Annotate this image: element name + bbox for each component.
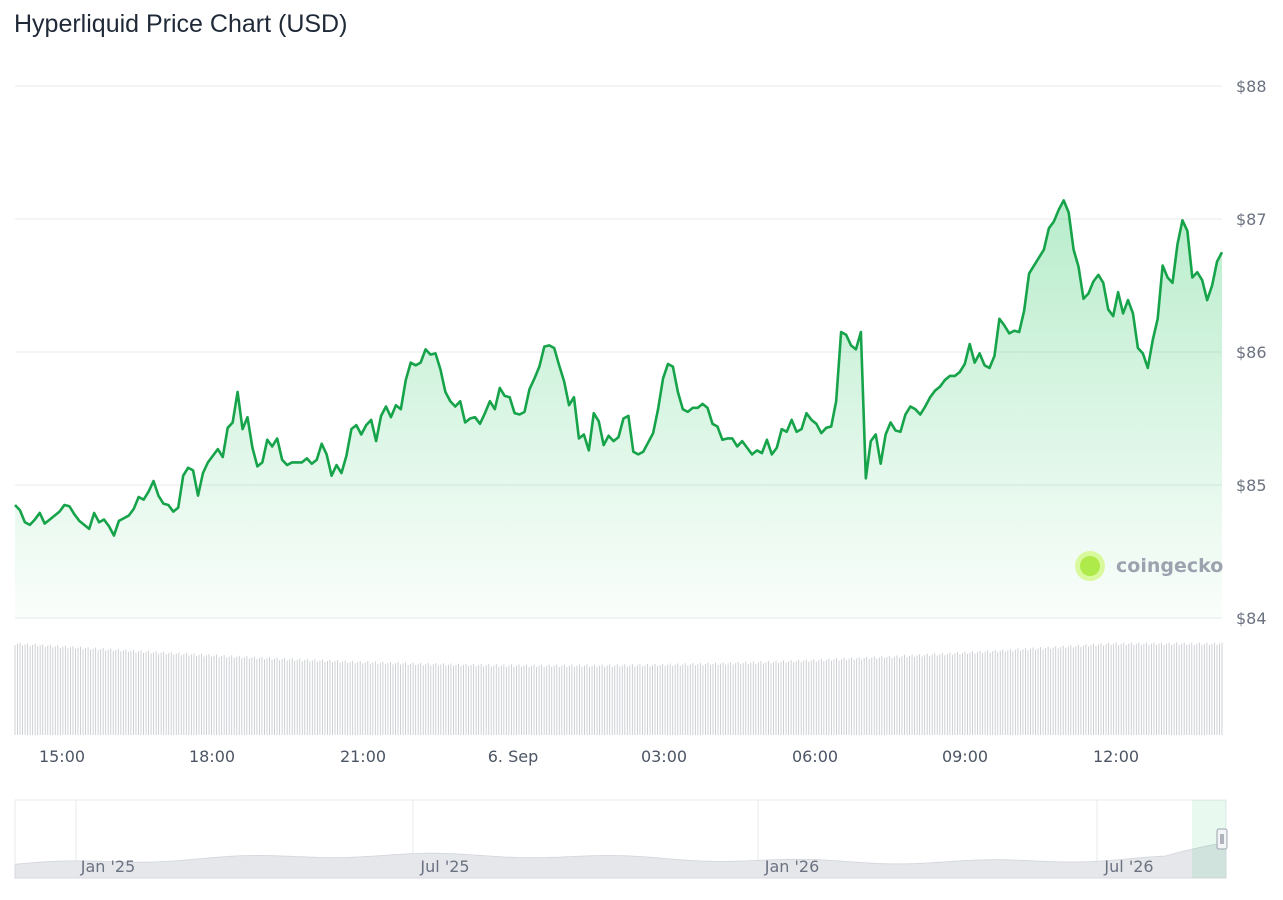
navigator-label: Jan '26 [764,857,820,876]
navigator-label: Jan '25 [80,857,136,876]
price-line[interactable] [14,199,1224,537]
y-tick-label: $88 [1236,77,1267,96]
y-tick-label: $86 [1236,343,1267,362]
x-tick-label: 12:00 [1093,747,1139,766]
price-area [14,199,1224,618]
y-tick-label: $84 [1236,609,1267,628]
x-tick-label: 6. Sep [488,747,539,766]
price-area-fill [15,200,1222,618]
x-axis: 15:00 18:00 21:00 6. Sep 03:00 06:00 09:00 12:0… [39,747,1139,766]
navigator-label: Jul '25 [419,857,469,876]
range-navigator[interactable]: Jan '25 Jul '25 Jan '26 Jul '26 [14,799,1228,879]
x-tick-label: 03:00 [641,747,687,766]
watermark-text: coingecko [1116,555,1223,577]
x-tick-label: 06:00 [792,747,838,766]
x-tick-label: 18:00 [189,747,235,766]
x-tick-label: 15:00 [39,747,85,766]
x-tick-label: 09:00 [942,747,988,766]
coingecko-watermark: coingecko [1075,551,1223,581]
y-axis: $84 $85 $86 $87 $88 [1236,77,1267,628]
volume-bars [14,642,1223,735]
navigator-label: Jul '26 [1103,857,1153,876]
navigator-area [14,841,1227,879]
y-tick-label: $87 [1236,210,1267,229]
x-tick-label: 21:00 [340,747,386,766]
chart-title: Hyperliquid Price Chart (USD) [14,10,348,38]
y-tick-label: $85 [1236,476,1267,495]
navigator-handle[interactable] [1216,828,1228,850]
